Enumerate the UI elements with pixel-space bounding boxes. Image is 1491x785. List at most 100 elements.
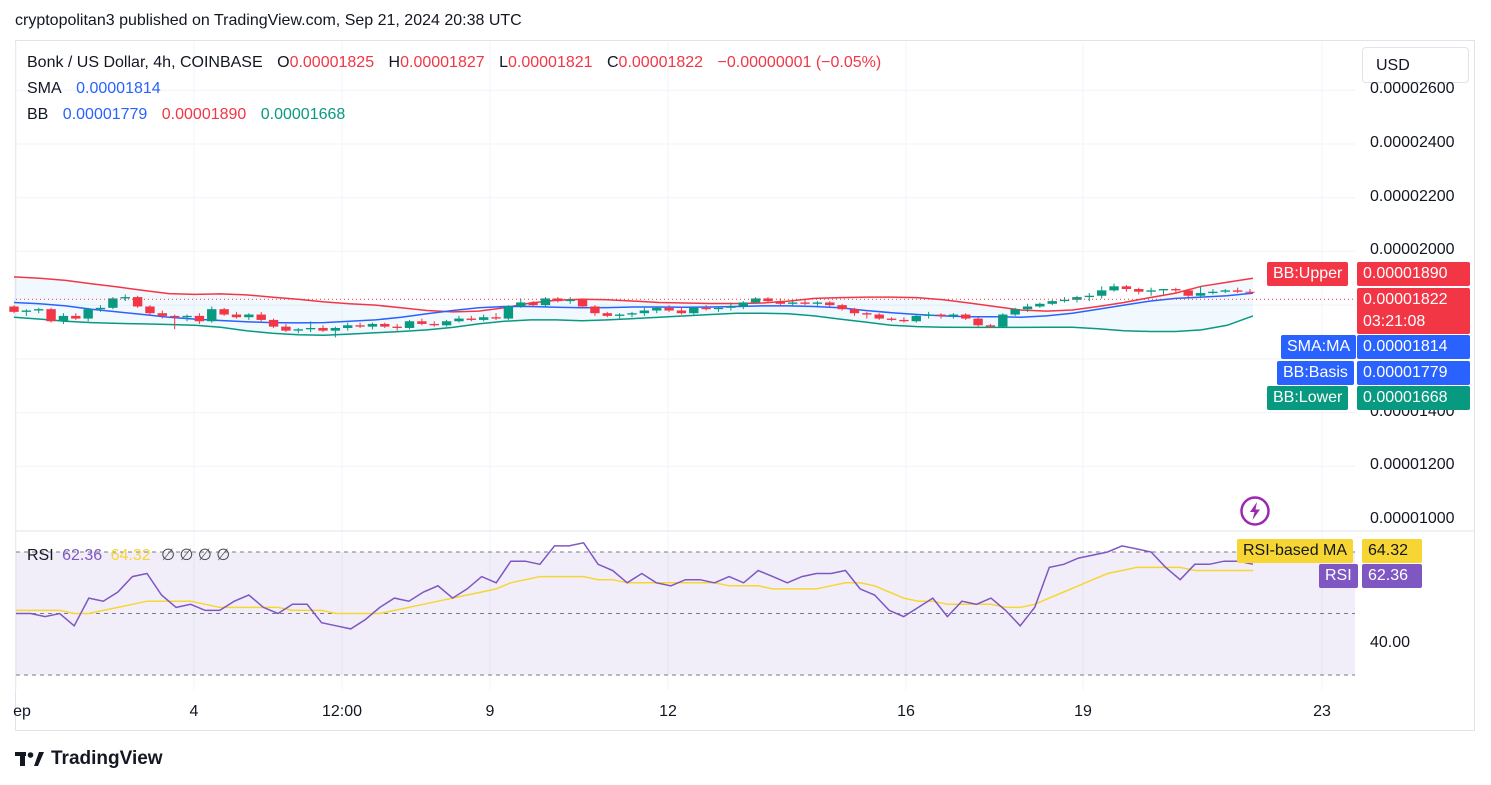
candle-body — [763, 298, 773, 302]
bb-lower-tag-label: BB:Lower — [1267, 386, 1349, 410]
ohlc-legend: Bonk / US Dollar, 4h, COINBASE O0.000018… — [27, 54, 885, 72]
candle — [466, 315, 477, 322]
candle-body — [936, 314, 946, 316]
candle — [639, 307, 650, 316]
candle — [1047, 299, 1057, 306]
candle — [825, 301, 835, 307]
candle — [800, 299, 810, 306]
candle-body — [132, 297, 143, 307]
candle-body — [639, 310, 650, 314]
candle-body — [108, 298, 118, 308]
rsi-label: RSI — [27, 547, 54, 564]
currency-button[interactable]: USD — [1362, 47, 1469, 83]
candle-body — [9, 306, 19, 312]
close-label: C — [606, 54, 619, 71]
candle — [503, 305, 514, 320]
bb-band-fill — [14, 276, 1253, 336]
candle-body — [1121, 286, 1132, 290]
bb-lower-line — [13, 312, 1254, 336]
sma-value: 0.00001814 — [76, 80, 161, 97]
candle — [1232, 287, 1243, 294]
rsi-ma-tag-value: 64.32 — [1362, 539, 1422, 563]
price-tick-2: 0.00002200 — [1370, 187, 1455, 205]
candle-body — [219, 309, 229, 315]
price-tick-3: 0.00002000 — [1370, 241, 1455, 259]
bb-basis-value: 0.00001779 — [62, 106, 148, 123]
candle-body — [281, 326, 291, 331]
candle — [429, 321, 439, 327]
bb-upper-line — [13, 276, 1254, 313]
candle — [1208, 289, 1218, 295]
candle — [1146, 287, 1156, 296]
candle — [899, 317, 909, 323]
high-label: H — [388, 54, 401, 71]
candle — [713, 306, 724, 312]
candle — [169, 314, 180, 330]
candle — [602, 311, 612, 318]
lightning-icon[interactable] — [1239, 495, 1271, 532]
candle — [305, 321, 316, 332]
candle — [1245, 289, 1255, 295]
bb-upper-value: 0.00001890 — [161, 106, 247, 123]
bb-lower-tag-value: 0.00001668 — [1357, 386, 1470, 410]
candle-body — [1059, 299, 1070, 302]
candle-body — [1232, 290, 1243, 292]
candle-body — [478, 317, 489, 320]
price-tick-6: 0.00001000 — [1370, 510, 1455, 527]
candle — [1084, 293, 1095, 302]
time-tick-4: 12 — [659, 703, 677, 720]
candle-body — [1134, 289, 1144, 292]
candle-body — [652, 307, 662, 311]
candle-body — [355, 325, 365, 327]
candle — [577, 298, 588, 308]
rsi-legend[interactable]: RSI 62.36 64.32 ∅ ∅ ∅ ∅ — [27, 545, 230, 565]
candle — [380, 322, 390, 328]
tradingview-logo[interactable]: TradingView — [15, 748, 163, 770]
candle — [281, 323, 291, 332]
candle-body — [948, 314, 959, 316]
candle-body — [169, 315, 180, 318]
sma-legend[interactable]: SMA 0.00001814 — [27, 80, 165, 98]
low-value: 0.00001821 — [508, 54, 593, 71]
bb-legend[interactable]: BB 0.00001779 0.00001890 0.00001668 — [27, 106, 349, 124]
candle — [1096, 286, 1107, 299]
candle-body — [417, 321, 427, 324]
candle-body — [367, 323, 378, 327]
candle — [540, 297, 551, 307]
bb-lower-value: 0.00001668 — [260, 106, 346, 123]
candle-body — [874, 314, 884, 319]
bb-basis-line — [13, 292, 1254, 324]
rsi-line — [16, 541, 1254, 630]
candle — [355, 322, 365, 328]
candle — [392, 323, 402, 331]
rsi-ma-tag-label: RSI-based MA — [1237, 539, 1354, 563]
candle — [837, 303, 847, 311]
candle-body — [1183, 290, 1193, 296]
candle — [726, 302, 736, 311]
candle — [1035, 302, 1045, 308]
candle-body — [998, 314, 1008, 327]
candle — [763, 297, 773, 303]
candle-body — [256, 314, 266, 320]
candle — [614, 313, 625, 320]
candle-body — [664, 307, 674, 311]
candle — [1010, 307, 1020, 316]
candle — [318, 325, 328, 332]
candle-body — [454, 318, 464, 322]
symbol-label[interactable]: Bonk / US Dollar, 4h, COINBASE — [27, 54, 263, 71]
candle — [1195, 286, 1206, 298]
candle — [454, 315, 464, 323]
candle-body — [800, 302, 810, 304]
time-tick-5: 16 — [897, 703, 915, 720]
bb-basis-tag-value: 0.00001779 — [1357, 361, 1470, 385]
candle — [750, 297, 761, 304]
candle-body — [590, 306, 600, 314]
candle — [1109, 283, 1119, 292]
candle-body — [787, 302, 798, 304]
candle — [46, 307, 56, 323]
candle-body — [1220, 290, 1230, 292]
candle-body — [1195, 293, 1206, 296]
candle-body — [849, 309, 860, 314]
candle-body — [380, 323, 390, 327]
